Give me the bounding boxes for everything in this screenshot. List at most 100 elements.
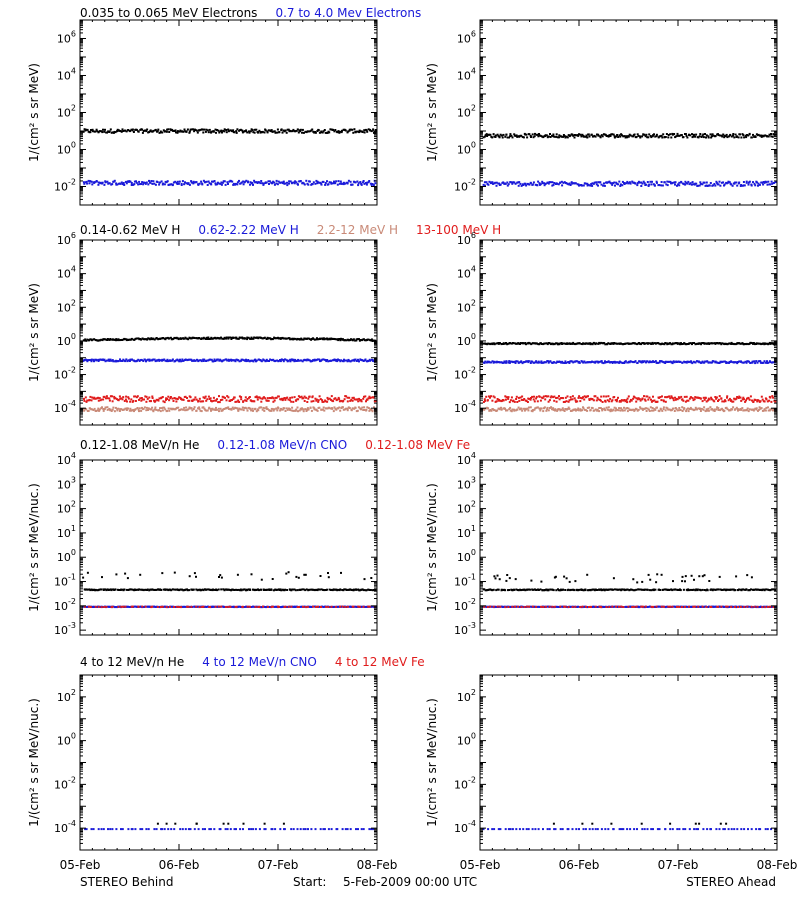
data-point — [326, 180, 328, 183]
data-point — [557, 361, 560, 363]
data-point — [362, 338, 365, 341]
data-point — [574, 409, 577, 412]
data-point — [718, 180, 721, 183]
data-point — [755, 342, 758, 345]
data-point — [527, 360, 530, 363]
data-point — [359, 399, 362, 401]
data-point — [552, 408, 555, 411]
data-point — [641, 408, 644, 411]
data-point — [624, 342, 627, 345]
data-point — [214, 183, 217, 186]
data-point — [721, 407, 724, 410]
data-point — [504, 135, 507, 138]
data-point — [621, 180, 624, 183]
data-point — [767, 180, 770, 183]
data-point — [116, 130, 118, 133]
data-point — [145, 400, 148, 403]
data-point — [202, 358, 205, 361]
data-point — [266, 588, 269, 591]
data-point — [210, 358, 213, 361]
data-point — [653, 399, 656, 402]
data-point — [234, 400, 237, 403]
data-point — [666, 180, 669, 183]
data-point — [726, 408, 729, 411]
data-point — [338, 398, 341, 401]
data-point — [187, 182, 190, 185]
data-point — [678, 181, 681, 184]
data-point — [104, 338, 107, 341]
data-point — [761, 362, 764, 364]
data-point — [289, 396, 292, 399]
data-point — [230, 408, 233, 411]
data-point — [573, 136, 576, 139]
data-point — [704, 410, 707, 413]
data-point — [159, 181, 162, 184]
data-point — [523, 398, 526, 400]
data-point — [701, 134, 704, 137]
data-point — [193, 398, 196, 401]
data-point — [662, 406, 665, 409]
data-point — [534, 342, 537, 345]
data-point — [254, 407, 257, 410]
data-point — [747, 397, 750, 400]
data-point — [684, 183, 687, 186]
data-point — [728, 181, 731, 184]
data-point — [301, 360, 304, 363]
data-point — [220, 183, 223, 186]
data-point — [359, 339, 362, 341]
data-point — [624, 360, 627, 363]
data-point — [240, 336, 242, 339]
data-point — [124, 360, 127, 363]
data-point — [320, 183, 323, 186]
data-point — [615, 400, 618, 403]
data-point — [300, 395, 303, 398]
data-point — [769, 361, 772, 364]
data-point — [188, 399, 191, 402]
data-point — [223, 130, 226, 133]
data-point — [363, 589, 365, 592]
data-point — [307, 359, 310, 362]
data-point — [117, 360, 120, 363]
data-point — [272, 409, 275, 412]
data-point — [286, 589, 289, 591]
data-point — [246, 398, 249, 400]
data-point — [579, 396, 582, 399]
data-point — [284, 398, 287, 401]
data-point — [569, 134, 572, 137]
data-point — [260, 336, 262, 339]
data-point — [498, 361, 501, 364]
data-point — [303, 395, 306, 398]
data-point — [124, 180, 127, 183]
data-point — [577, 183, 580, 186]
data-point — [740, 360, 742, 363]
data-point — [365, 400, 367, 403]
data-point — [569, 396, 572, 399]
data-point — [174, 129, 177, 132]
data-point — [295, 408, 298, 411]
data-point — [95, 180, 98, 183]
data-point — [216, 589, 219, 592]
data-point — [612, 133, 615, 136]
data-point — [580, 184, 583, 187]
data-point — [745, 361, 748, 364]
data-point — [685, 134, 688, 137]
data-point — [664, 396, 667, 399]
data-point — [749, 395, 752, 398]
data-point — [639, 407, 642, 410]
data-point — [529, 406, 532, 409]
data-point — [725, 182, 728, 185]
data-point — [526, 136, 529, 139]
data-point — [713, 400, 716, 403]
data-point — [105, 395, 108, 398]
data-point — [485, 395, 488, 398]
data-point — [106, 131, 108, 134]
data-point — [357, 184, 360, 187]
data-point — [518, 399, 521, 402]
data-point — [210, 183, 213, 186]
data-point — [572, 361, 575, 364]
data-point — [193, 406, 196, 409]
data-point — [221, 398, 224, 401]
data-point — [656, 406, 658, 409]
data-point — [540, 343, 543, 345]
data-point — [153, 338, 156, 341]
